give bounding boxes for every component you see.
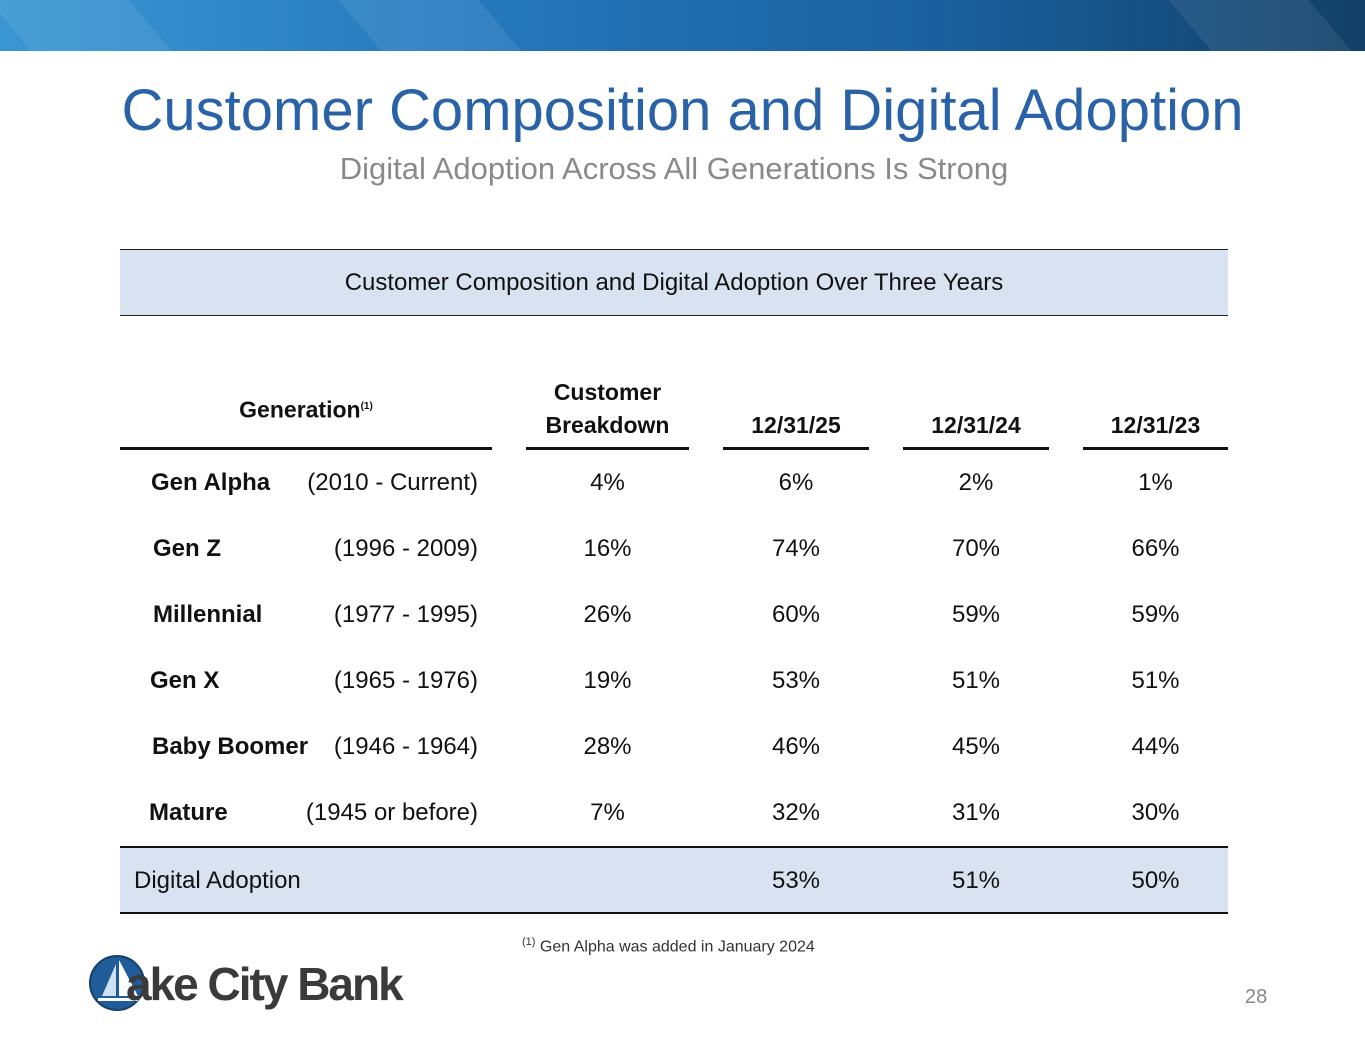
header-generation: Generation(1) <box>120 390 492 427</box>
customer-breakdown: 26% <box>583 601 632 628</box>
adoption-2025: 53% <box>771 667 821 694</box>
header-col-2024: 12/31/24 <box>931 412 1021 438</box>
total-2024: 51% <box>951 867 1001 894</box>
adoption-2025: 6% <box>778 469 814 496</box>
table-title: Customer Composition and Digital Adoptio… <box>344 268 1004 296</box>
generation-name: Gen Z <box>153 535 222 562</box>
lake-city-bank-logo: ake City Bank <box>88 952 418 1014</box>
header-breakdown-line1: Customer <box>553 379 662 405</box>
adoption-2023: 66% <box>1131 535 1180 562</box>
page-number: 28 <box>1245 986 1268 1008</box>
header-generation-label: Generation <box>239 396 361 423</box>
adoption-2023: 1% <box>1138 469 1173 496</box>
generation-years: (2010 - Current) <box>307 469 478 496</box>
header-generation-note: (1) <box>360 401 373 412</box>
generation-years: (1945 or before) <box>305 799 478 826</box>
footnote-marker: (1) <box>522 936 536 948</box>
generation-years: (1946 - 1964) <box>333 733 478 760</box>
header-underline <box>723 447 869 450</box>
header-col-2023: 12/31/23 <box>1110 412 1201 438</box>
table-row: Gen Z (1996 - 2009) 16% 74% 70% 66% <box>120 516 1228 582</box>
customer-breakdown: 4% <box>590 469 625 496</box>
customer-breakdown: 16% <box>583 535 632 562</box>
generation-name: Gen X <box>150 667 220 694</box>
adoption-2023: 30% <box>1131 799 1180 826</box>
adoption-2024: 51% <box>951 667 1001 694</box>
adoption-2025: 60% <box>771 601 821 628</box>
adoption-2024: 31% <box>951 799 1001 826</box>
generation-years: (1965 - 1976) <box>333 667 478 694</box>
adoption-2025: 74% <box>771 535 821 562</box>
adoption-2025: 46% <box>771 733 821 760</box>
customer-breakdown: 7% <box>590 799 625 826</box>
footnote-text: Gen Alpha was added in January 2024 <box>539 938 815 956</box>
adoption-2024: 45% <box>951 733 1001 760</box>
table-title-banner: Customer Composition and Digital Adoptio… <box>120 249 1228 316</box>
generation-name: Mature <box>149 799 228 826</box>
adoption-2024: 2% <box>958 469 994 496</box>
customer-breakdown: 19% <box>583 667 632 694</box>
digital-adoption-total-row: Digital Adoption 53% 51% 50% <box>120 846 1228 914</box>
generation-name: Gen Alpha <box>151 469 271 496</box>
total-2023: 50% <box>1131 867 1180 894</box>
header-underline <box>120 447 492 450</box>
generation-name: Baby Boomer <box>152 733 309 760</box>
table-row: Mature (1945 or before) 7% 32% 31% 30% <box>120 780 1228 846</box>
header-col-2025: 12/31/25 <box>751 412 841 438</box>
header-underline <box>903 447 1049 450</box>
generation-years: (1996 - 2009) <box>333 535 478 562</box>
adoption-2023: 51% <box>1131 667 1180 694</box>
logo-wordmark: ake City Bank <box>126 958 404 1010</box>
slide-title: Customer Composition and Digital Adoptio… <box>121 78 1244 143</box>
customer-breakdown: 28% <box>583 733 632 760</box>
sailboat-logo-icon <box>89 955 145 1011</box>
generation-name: Millennial <box>153 601 263 628</box>
header-customer-breakdown: Customer Breakdown <box>526 376 689 442</box>
table-row: Millennial (1977 - 1995) 26% 60% 59% 59% <box>120 582 1228 648</box>
header-underline <box>526 447 689 450</box>
table-row: Gen Alpha (2010 - Current) 4% 6% 2% 1% <box>120 450 1228 516</box>
footnote: (1) Gen Alpha was added in January 2024 <box>522 936 815 956</box>
header-breakdown-line2: Breakdown <box>545 412 670 438</box>
total-2025: 53% <box>771 867 821 894</box>
adoption-2025: 32% <box>771 799 821 826</box>
table-row: Baby Boomer (1946 - 1964) 28% 46% 45% 44… <box>120 714 1228 780</box>
generation-years: (1977 - 1995) <box>333 601 478 628</box>
adoption-2024: 59% <box>951 601 1001 628</box>
total-label: Digital Adoption <box>134 867 301 894</box>
adoption-2023: 44% <box>1131 733 1180 760</box>
slide-subtitle: Digital Adoption Across All Generations … <box>339 151 1009 186</box>
adoption-2023: 59% <box>1131 601 1180 628</box>
table-row: Gen X (1965 - 1976) 19% 53% 51% 51% <box>120 648 1228 714</box>
header-underline <box>1083 447 1228 450</box>
adoption-2024: 70% <box>951 535 1001 562</box>
top-banner <box>0 0 1365 51</box>
